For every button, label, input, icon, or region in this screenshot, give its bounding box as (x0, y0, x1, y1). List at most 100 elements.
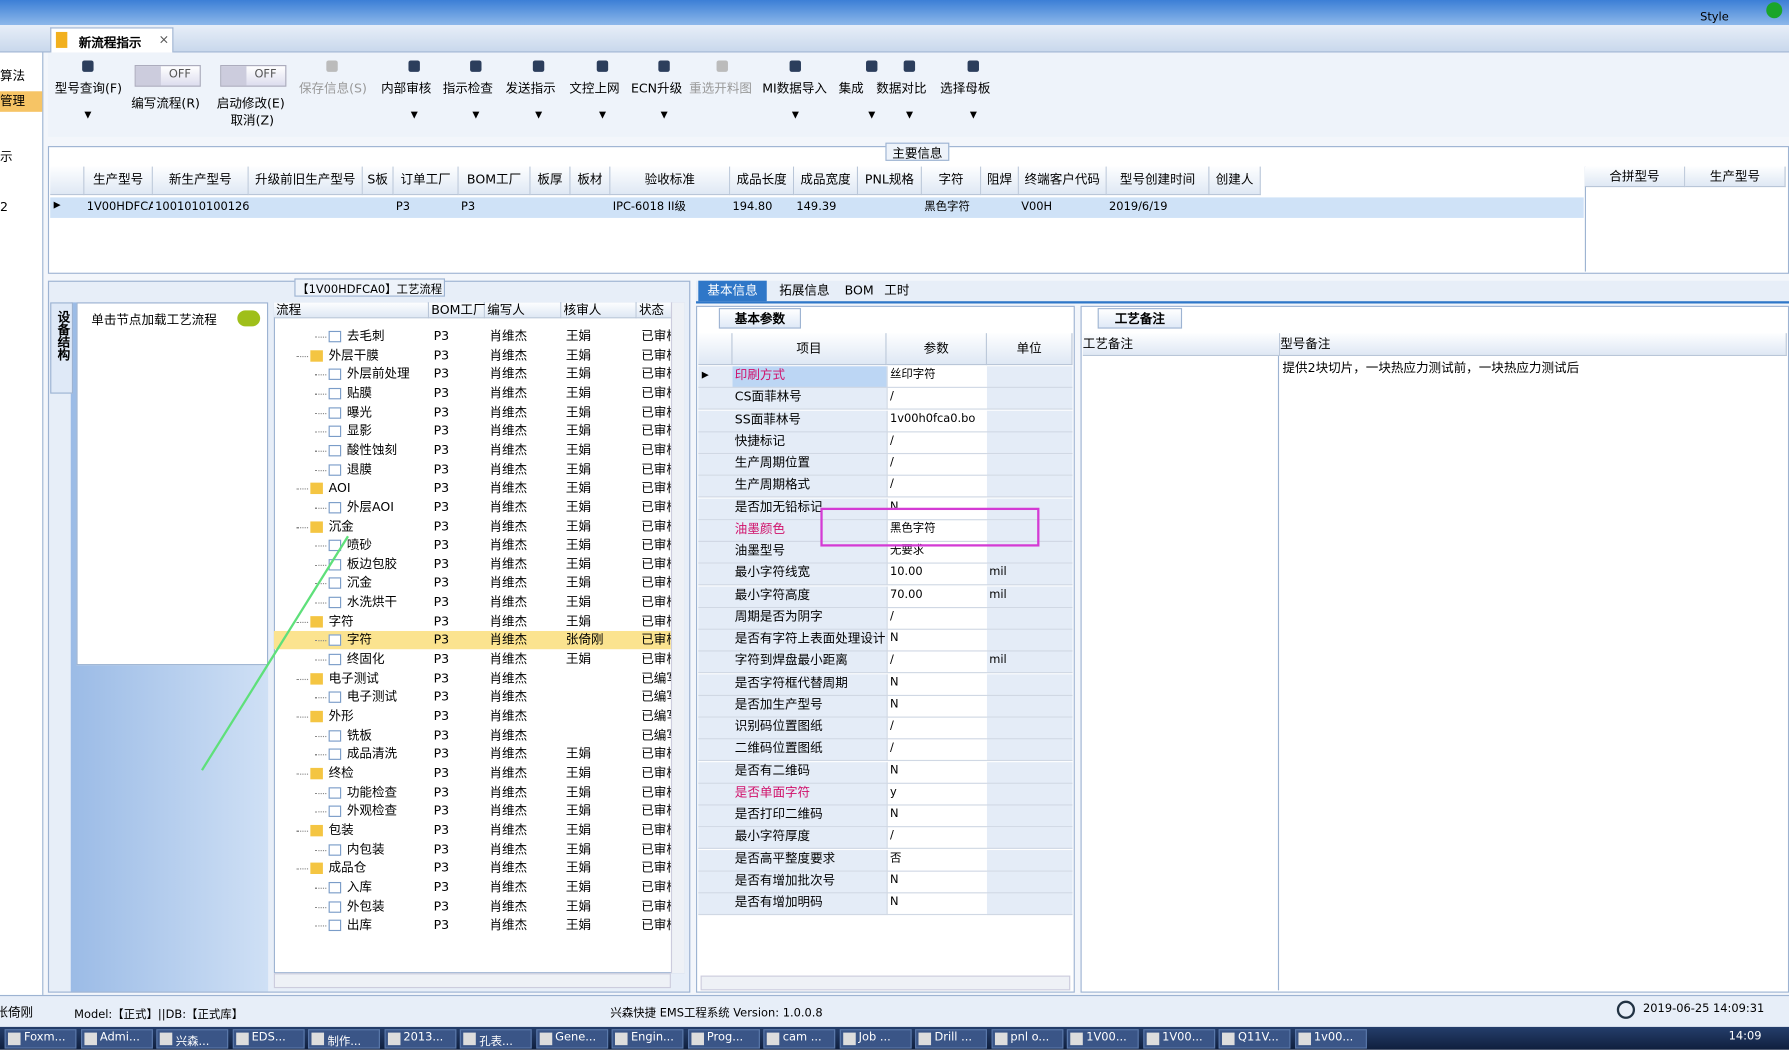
button-label[interactable]: MI数据导入 (762, 81, 827, 96)
detail-tab[interactable]: 基本信息 (698, 280, 767, 302)
dropdown-arrow[interactable]: ▼ (660, 109, 668, 120)
taskbar-item[interactable]: Drill ... (915, 1029, 987, 1049)
cell[interactable]: 黑色字符 (886, 520, 987, 542)
taskbar-item[interactable]: pnl o... (990, 1029, 1063, 1049)
cell[interactable]: 丝印字符 (886, 366, 987, 388)
tab-close[interactable]: × (158, 31, 170, 47)
cell[interactable]: / (886, 607, 987, 630)
cell[interactable]: 外层AOI (346, 499, 394, 515)
cell[interactable]: 无要求 (886, 541, 987, 564)
cell[interactable]: 入库 (346, 879, 372, 895)
dropdown-arrow[interactable]: ▼ (84, 109, 92, 120)
taskbar-item[interactable]: Job ... (839, 1029, 912, 1049)
cell[interactable]: 电子测试 (346, 689, 398, 705)
cell[interactable]: 酸性蚀刻 (346, 442, 398, 458)
cell[interactable]: N (886, 761, 987, 784)
dropdown-arrow[interactable]: ▼ (599, 109, 607, 120)
cell[interactable]: / (886, 432, 987, 454)
cell[interactable]: 成品仓 (328, 860, 367, 876)
cell[interactable]: AOI (328, 480, 351, 496)
button-label[interactable]: 集成 (838, 81, 864, 96)
remark-text[interactable]: 提供2块切片，一块热应力测试前，一块热应力测试后 (1282, 360, 1580, 376)
style-menu[interactable]: Style (1700, 11, 1729, 24)
cell[interactable]: N (886, 629, 987, 652)
detail-tab[interactable]: 拓展信息 (779, 282, 830, 298)
button-label[interactable]: 内部审核 (381, 81, 432, 96)
taskbar-item[interactable]: Gene... (535, 1029, 608, 1049)
dropdown-arrow[interactable]: ▼ (410, 109, 418, 120)
cell[interactable]: 去毛刺 (346, 328, 385, 344)
cell[interactable]: 终固化 (346, 651, 385, 667)
dropdown-arrow[interactable]: ▼ (791, 109, 799, 120)
dropdown-arrow[interactable]: ▼ (868, 109, 876, 120)
cell[interactable]: N (886, 893, 987, 916)
taskbar-item[interactable]: Q11V... (1218, 1029, 1291, 1049)
cell[interactable]: 内包装 (346, 841, 385, 857)
taskbar-item[interactable]: 孔表... (459, 1029, 532, 1049)
cell[interactable]: 沉金 (328, 518, 354, 534)
button-label[interactable]: 文控上网 (569, 81, 620, 96)
cell[interactable]: 外包装 (346, 898, 385, 914)
cell[interactable]: 显影 (346, 423, 372, 439)
detail-tab[interactable]: BOM (844, 282, 874, 298)
sidebar-item[interactable]: 管理 (0, 91, 43, 112)
cell[interactable]: 外观检查 (346, 803, 398, 819)
dropdown-arrow[interactable]: ▼ (472, 109, 480, 120)
cell[interactable]: / (886, 454, 987, 476)
dropdown-arrow[interactable]: ▼ (535, 109, 543, 120)
cell[interactable]: 功能检查 (346, 784, 398, 800)
side-tab[interactable]: 设备结构 (50, 302, 74, 394)
taskbar-item[interactable]: 1v00... (1294, 1029, 1367, 1049)
cell[interactable]: / (886, 651, 987, 674)
taskbar-item[interactable]: 制作... (308, 1029, 380, 1049)
button-label[interactable]: 发送指示 (505, 81, 556, 96)
detail-tab[interactable]: 工时 (884, 282, 910, 298)
cell[interactable]: 字符 (346, 632, 372, 648)
button-label[interactable]: 数据对比 (876, 81, 927, 96)
button-label[interactable]: 启动修改(E) (216, 95, 285, 111)
cell[interactable]: / (886, 717, 987, 740)
button-label[interactable]: 编写流程(R) (131, 95, 200, 111)
sidebar-item[interactable]: 2 (0, 199, 8, 215)
taskbar-item[interactable]: 1V00... (1066, 1029, 1139, 1049)
button-label[interactable]: ECN升级 (630, 81, 683, 96)
cell[interactable]: 外层前处理 (346, 366, 410, 382)
taskbar-item[interactable]: cam ... (763, 1029, 836, 1049)
cell[interactable]: N (886, 695, 987, 718)
toggle[interactable]: OFF (220, 65, 287, 87)
sidebar-item[interactable]: 算法 (0, 68, 26, 84)
button-label[interactable]: 取消(Z) (230, 112, 274, 128)
cell[interactable]: / (886, 476, 987, 498)
cell[interactable]: / (886, 739, 987, 762)
toggle[interactable]: OFF (134, 65, 201, 87)
cell[interactable]: 板边包胶 (346, 556, 398, 572)
cell[interactable]: 70.00 (886, 585, 987, 608)
cell[interactable]: N (886, 498, 987, 520)
cell[interactable]: 沉金 (346, 575, 372, 591)
cell[interactable]: 喷砂 (346, 537, 372, 553)
button-label[interactable]: 选择母板 (940, 81, 991, 96)
cell[interactable]: y (886, 783, 987, 806)
taskbar-item[interactable]: 2013... (383, 1029, 456, 1049)
taskbar-item[interactable]: 兴森... (156, 1029, 229, 1049)
cell[interactable]: 铣板 (346, 727, 372, 743)
cell[interactable]: 10.00 (886, 563, 987, 586)
sub-tab[interactable]: 基本参数 (718, 308, 801, 329)
button-label[interactable]: 保存信息(S) (298, 81, 367, 96)
dropdown-arrow[interactable]: ▼ (969, 109, 977, 120)
button-label[interactable]: 指示检查 (442, 81, 493, 96)
remarks-tab[interactable]: 工艺备注 (1097, 308, 1183, 329)
cell[interactable]: N (886, 871, 987, 894)
taskbar-item[interactable]: Engin... (611, 1029, 684, 1049)
cell[interactable]: 退膜 (346, 461, 372, 477)
cell[interactable]: 外层干膜 (328, 347, 379, 363)
cell[interactable]: N (886, 805, 987, 828)
taskbar-item[interactable]: Admi... (80, 1029, 153, 1049)
button-label[interactable]: 型号查询(F) (54, 81, 122, 96)
taskbar-item[interactable]: 1V00... (1142, 1029, 1215, 1049)
doc-tab[interactable]: 新流程指示 × (50, 27, 174, 53)
cell[interactable]: 否 (886, 849, 987, 872)
sidebar-item[interactable]: 示 (0, 149, 13, 165)
cell[interactable]: 1v00h0fca0.bo (886, 410, 987, 432)
cell[interactable]: 贴膜 (346, 385, 372, 401)
